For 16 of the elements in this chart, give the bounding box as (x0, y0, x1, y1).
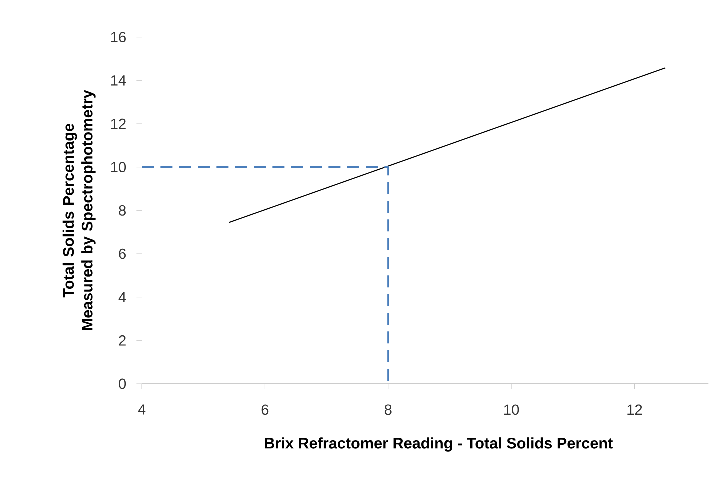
y-tick-label: 6 (119, 248, 126, 260)
y-axis-title: Total Solids Percentage Measured by Spectrophotometry (62, 90, 96, 330)
x-tick-label: 8 (384, 404, 392, 416)
x-tick-label: 10 (504, 404, 520, 416)
x-tick-label: 4 (138, 404, 146, 415)
x-axis-title: Brix Refractomer Reading - Total Solids Percent (265, 438, 613, 452)
x-tick-label: 12 (628, 404, 642, 415)
y-tick-label: 12 (111, 118, 126, 130)
y-tick-label: 10 (111, 162, 126, 173)
y-tick-label: 2 (119, 336, 126, 346)
y-tick-label: 0 (119, 378, 126, 390)
y-tick-label: 16 (111, 32, 126, 43)
y-tick-label: 8 (119, 205, 126, 216)
y-tick-label: 14 (111, 76, 126, 86)
x-tick-label: 6 (262, 404, 269, 416)
y-tick-label: 4 (118, 292, 126, 302)
